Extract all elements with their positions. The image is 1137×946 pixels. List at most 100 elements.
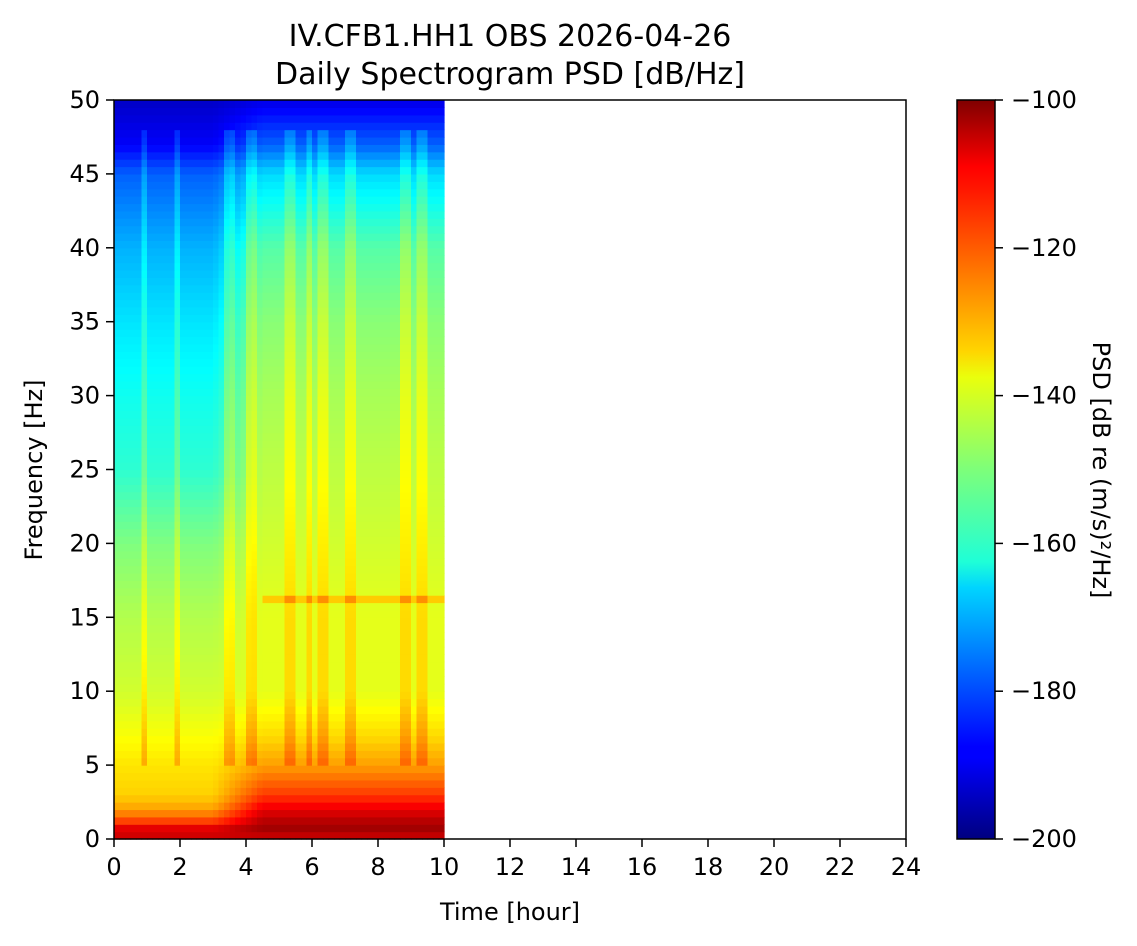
heatmap-cell — [284, 366, 291, 375]
heatmap-cell — [213, 794, 220, 803]
heatmap-cell — [229, 188, 236, 197]
heatmap-cell — [251, 809, 258, 818]
heatmap-cell — [251, 779, 258, 788]
heatmap-cell — [191, 188, 198, 197]
heatmap-cell — [130, 203, 137, 212]
heatmap-cell — [361, 343, 368, 352]
heatmap-cell — [180, 233, 187, 242]
heatmap-cell — [251, 765, 258, 774]
heatmap-cell — [141, 144, 148, 153]
heatmap-cell — [383, 432, 390, 441]
heatmap-cell — [202, 210, 209, 219]
heatmap-cell — [240, 528, 247, 537]
heatmap-cell — [224, 691, 231, 700]
heatmap-cell — [301, 240, 308, 249]
heatmap-cell — [268, 691, 275, 700]
heatmap-cell — [191, 624, 198, 633]
heatmap-cell — [372, 713, 379, 722]
heatmap-cell — [185, 735, 192, 744]
heatmap-cell — [350, 742, 357, 751]
heatmap-cell — [328, 432, 335, 441]
heatmap-cell — [152, 343, 159, 352]
heatmap-cell — [257, 432, 264, 441]
heatmap-cell — [196, 107, 203, 116]
heatmap-cell — [229, 824, 236, 833]
heatmap-cell — [224, 609, 231, 618]
heatmap-cell — [345, 624, 352, 633]
heatmap-cell — [312, 395, 319, 404]
heatmap-cell — [180, 284, 187, 293]
heatmap-cell — [196, 779, 203, 788]
heatmap-cell — [119, 602, 126, 611]
heatmap-cell — [152, 779, 159, 788]
heatmap-cell — [185, 388, 192, 397]
heatmap-cell — [328, 654, 335, 663]
heatmap-cell — [174, 580, 181, 589]
heatmap-cell — [306, 624, 313, 633]
heatmap-cell — [301, 129, 308, 138]
heatmap-cell — [191, 262, 198, 271]
heatmap-cell — [356, 373, 363, 382]
heatmap-cell — [257, 779, 264, 788]
heatmap-cell — [152, 543, 159, 552]
heatmap-cell — [191, 824, 198, 833]
heatmap-cell — [207, 558, 214, 567]
heatmap-cell — [169, 550, 176, 559]
heatmap-cell — [202, 388, 209, 397]
heatmap-cell — [317, 269, 324, 278]
heatmap-cell — [356, 580, 363, 589]
heatmap-cell — [328, 728, 335, 737]
heatmap-cell — [125, 521, 132, 530]
heatmap-cell — [235, 469, 242, 478]
heatmap-cell — [356, 417, 363, 426]
heatmap-cell — [207, 491, 214, 500]
heatmap-cell — [279, 299, 286, 308]
heatmap-cell — [240, 144, 247, 153]
heatmap-cell — [356, 720, 363, 729]
heatmap-cell — [367, 646, 374, 655]
heatmap-cell — [350, 425, 357, 434]
heatmap-cell — [295, 447, 302, 456]
heatmap-cell — [328, 742, 335, 751]
heatmap-cell — [207, 343, 214, 352]
heatmap-cell — [229, 469, 236, 478]
heatmap-cell — [383, 225, 390, 234]
heatmap-cell — [125, 351, 132, 360]
heatmap-cell — [356, 691, 363, 700]
heatmap-cell — [301, 469, 308, 478]
heatmap-cell — [273, 166, 280, 175]
heatmap-cell — [268, 129, 275, 138]
heatmap-cell — [268, 240, 275, 249]
heatmap-cell — [295, 402, 302, 411]
heatmap-cell — [185, 661, 192, 670]
heatmap-cell — [279, 543, 286, 552]
heatmap-cell — [158, 159, 165, 168]
heatmap-cell — [273, 824, 280, 833]
heatmap-cell — [378, 284, 385, 293]
heatmap-cell — [158, 292, 165, 301]
heatmap-cell — [213, 129, 220, 138]
heatmap-cell — [367, 676, 374, 685]
heatmap-cell — [213, 757, 220, 766]
heatmap-cell — [279, 388, 286, 397]
heatmap-cell — [224, 772, 231, 781]
heatmap-cell — [273, 632, 280, 641]
heatmap-cell — [224, 343, 231, 352]
heatmap-cell — [114, 188, 121, 197]
heatmap-cell — [163, 646, 170, 655]
heatmap-cell — [158, 661, 165, 670]
heatmap-cell — [229, 602, 236, 611]
heatmap-cell — [246, 122, 253, 131]
heatmap-cell — [279, 728, 286, 737]
heatmap-cell — [235, 284, 242, 293]
heatmap-cell — [141, 343, 148, 352]
heatmap-cell — [235, 380, 242, 389]
heatmap-cell — [290, 528, 297, 537]
heatmap-cell — [114, 218, 121, 227]
heatmap-cell — [163, 565, 170, 574]
heatmap-cell — [312, 698, 319, 707]
heatmap-cell — [301, 676, 308, 685]
heatmap-cell — [279, 572, 286, 581]
heatmap-cell — [361, 476, 368, 485]
heatmap-cell — [328, 255, 335, 264]
